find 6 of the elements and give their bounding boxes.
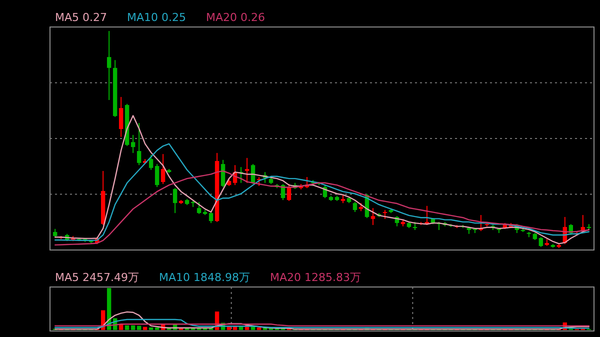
text: MA20 1285.83万 (270, 271, 361, 284)
text: MA10 1848.98万 (159, 271, 250, 284)
text: MA20 0.26 (206, 11, 266, 24)
text: MA10 0.25 (127, 11, 186, 24)
text: MA5 2457.49万 (55, 271, 139, 284)
text: MA5 0.27 (55, 11, 108, 24)
